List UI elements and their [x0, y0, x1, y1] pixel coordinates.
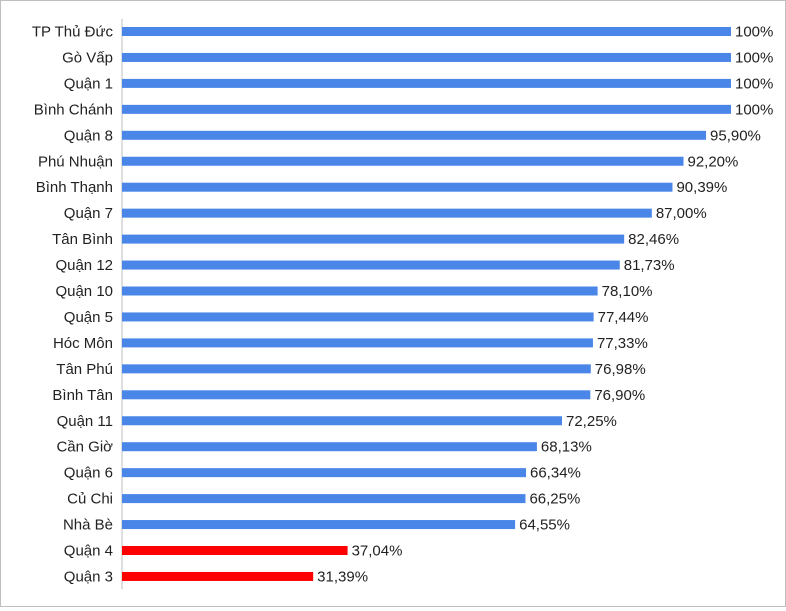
value-label: 68,13%	[541, 439, 592, 456]
value-label: 82,46%	[628, 231, 679, 248]
value-label: 76,98%	[595, 361, 646, 378]
category-label: Quận 3	[64, 568, 113, 585]
category-label: Tân Phú	[56, 361, 113, 378]
category-label-group: TP Thủ Đức Gò Vấp Quận 1 Bình Chánh Quận 8 Ph…	[32, 24, 114, 586]
value-label: 77,44%	[598, 309, 649, 326]
category-label: Quận 8	[64, 127, 113, 144]
value-label: 78,10%	[602, 283, 653, 300]
bar	[122, 130, 707, 140]
category-label: Quận 1	[64, 75, 113, 92]
value-label: 66,34%	[530, 465, 581, 482]
bar	[122, 104, 731, 114]
value-label: 100%	[735, 101, 773, 118]
category-label: Nhà Bè	[63, 517, 113, 534]
bar	[122, 156, 684, 166]
value-label: 72,25%	[566, 413, 617, 430]
bar	[122, 546, 348, 555]
bar	[122, 27, 731, 36]
category-label: Bình Thạnh	[36, 179, 113, 196]
value-label: 37,04%	[352, 543, 403, 560]
category-label: Quận 7	[64, 205, 113, 222]
value-label: 76,90%	[594, 387, 645, 404]
category-label: Gò Vấp	[62, 49, 113, 66]
value-label: 90,39%	[676, 179, 727, 196]
category-label: TP Thủ Đức	[32, 24, 114, 41]
value-label: 81,73%	[624, 257, 675, 274]
category-label: Tân Bình	[52, 231, 113, 248]
category-label: Quận 10	[55, 283, 113, 300]
category-label: Phú Nhuận	[38, 153, 113, 170]
bar	[122, 78, 731, 88]
bar	[122, 312, 594, 322]
bar	[122, 260, 620, 270]
category-label: Quận 6	[64, 465, 113, 482]
bar	[122, 390, 591, 400]
category-label: Củ Chi	[67, 491, 113, 508]
bar	[122, 182, 673, 192]
category-label: Bình Tân	[52, 387, 113, 404]
bar	[122, 468, 527, 478]
value-label: 87,00%	[656, 205, 707, 222]
category-label: Hóc Môn	[53, 335, 113, 352]
category-label: Bình Chánh	[34, 101, 113, 118]
value-label-group: 100% 100% 100% 100% 95,90% 92,20% 90,39% 87,00%…	[317, 24, 773, 586]
bar	[122, 208, 652, 218]
value-label: 100%	[735, 49, 773, 66]
category-label: Quận 11	[57, 413, 113, 430]
category-label: Quận 5	[64, 309, 113, 326]
bar	[122, 338, 593, 348]
bar-group	[122, 27, 731, 581]
bar	[122, 571, 314, 581]
bar	[122, 416, 563, 426]
category-label: Cần Giờ	[56, 439, 113, 456]
category-label: Quận 4	[64, 543, 113, 560]
bar	[122, 52, 731, 62]
bar	[122, 494, 526, 504]
value-label: 100%	[735, 24, 773, 41]
bar	[122, 442, 537, 452]
value-label: 66,25%	[529, 491, 580, 508]
value-label: 100%	[735, 75, 773, 92]
bar	[122, 234, 625, 244]
bar	[122, 286, 598, 296]
bar	[122, 364, 591, 374]
category-label: Quận 12	[55, 257, 113, 274]
value-label: 92,20%	[687, 153, 738, 170]
value-label: 77,33%	[597, 335, 648, 352]
value-label: 31,39%	[317, 568, 368, 585]
bar	[122, 520, 516, 530]
value-label: 95,90%	[710, 127, 761, 144]
value-label: 64,55%	[519, 517, 570, 534]
